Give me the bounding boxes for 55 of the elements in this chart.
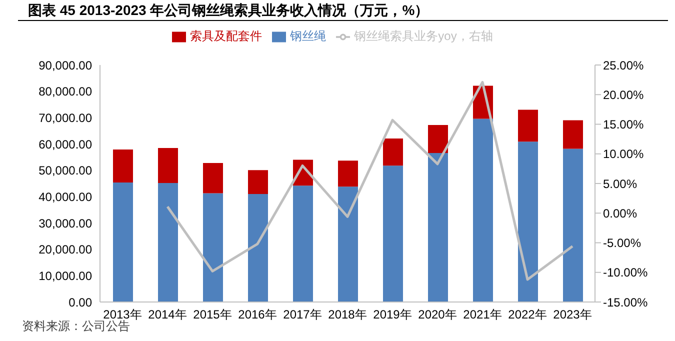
legend-label: 钢丝绳	[290, 29, 326, 43]
y-tick-label: 50,000.00	[38, 164, 92, 178]
y-tick-label: 70,000.00	[38, 110, 92, 125]
y2-tick-label: 20.00%	[603, 88, 644, 102]
y-tick-label: 80,000.00	[38, 84, 92, 99]
y-tick-label: 20,000.00	[38, 242, 92, 257]
bar	[383, 138, 403, 166]
text: 资料来源：公司公告	[22, 319, 130, 335]
y2-tick-label: -5.00%	[603, 236, 642, 250]
bar	[338, 160, 358, 187]
bar	[518, 110, 538, 142]
bar	[203, 162, 223, 194]
x-tick-label: 2020年	[418, 308, 457, 322]
y-tick-label: 30,000.00	[38, 216, 92, 230]
bar	[113, 182, 133, 302]
y2-tick-label: 25.00%	[603, 58, 644, 72]
y-tick-label: 10,000.00	[38, 268, 92, 283]
y-tick-label: 60,000.00	[38, 137, 92, 152]
bar	[248, 194, 268, 302]
bar	[248, 170, 268, 194]
bar	[473, 118, 493, 302]
bar	[518, 142, 538, 302]
bar	[563, 120, 583, 149]
chart-title: 图表 45 2013-2023 年公司钢丝绳索具业务收入情况（万元，%）	[28, 2, 429, 20]
bar	[203, 193, 223, 302]
y-tick-label: 40,000.00	[38, 190, 92, 204]
bar	[113, 150, 133, 182]
x-tick-label: 2021年	[463, 308, 502, 322]
y2-tick-label: -15.00%	[603, 295, 648, 310]
y2-tick-label: 0.00%	[603, 206, 638, 220]
bar	[428, 152, 448, 302]
legend-label: 钢丝绳索具业务yoy，右轴	[354, 29, 493, 43]
bar	[158, 182, 178, 302]
bar	[158, 148, 178, 183]
bar	[563, 148, 583, 302]
line-series	[166, 80, 574, 281]
bar	[428, 125, 448, 153]
x-tick-label: 2023年	[553, 308, 592, 322]
y-tick-label: 90,000.00	[38, 58, 92, 72]
x-tick-label: 2018年	[328, 308, 367, 322]
y2-tick-label: 15.00%	[603, 118, 644, 132]
x-tick-label: 2022年	[508, 308, 547, 322]
x-tick-label: 2014年	[148, 308, 187, 322]
legend-label: 索具及配套件	[190, 29, 262, 43]
bar	[338, 186, 358, 302]
x-tick-label: 2016年	[238, 308, 277, 322]
y2-tick-label: -10.00%	[603, 266, 648, 280]
bar	[293, 186, 313, 302]
x-tick-label: 2019年	[373, 308, 412, 322]
y2-tick-label: 5.00%	[603, 176, 638, 191]
y-tick-label: 0.00	[68, 295, 92, 310]
y2-tick-label: 10.00%	[603, 147, 644, 162]
x-tick-label: 2017年	[283, 308, 322, 322]
x-tick-label: 2015年	[193, 308, 232, 322]
bar	[383, 166, 403, 302]
